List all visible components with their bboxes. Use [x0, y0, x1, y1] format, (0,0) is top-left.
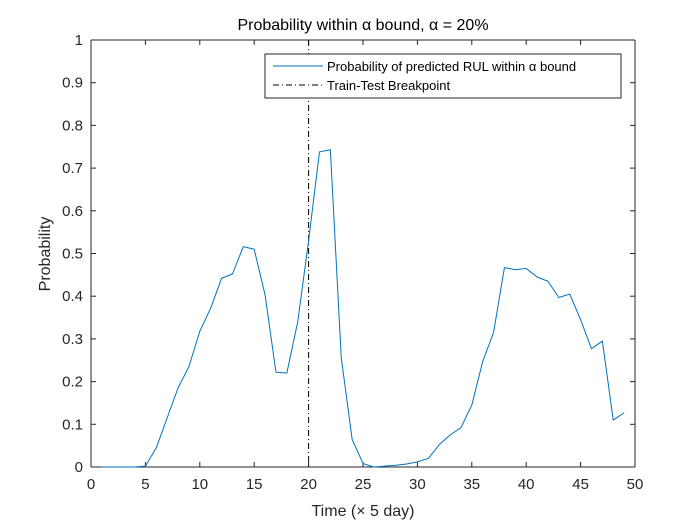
y-tick-label: 0.8 [62, 117, 83, 134]
x-tick-label: 20 [300, 476, 317, 493]
x-axis-title: Time (× 5 day) [312, 503, 415, 520]
plot-area [101, 40, 625, 468]
x-tick-label: 45 [572, 476, 589, 493]
y-tick-label: 0.2 [62, 374, 83, 391]
y-axis-title: Probability [37, 217, 54, 292]
series-line [101, 149, 625, 468]
x-tick-label: 5 [141, 476, 149, 493]
x-tick-label: 25 [355, 476, 372, 493]
y-tick-label: 0.7 [62, 160, 83, 177]
x-tick-label: 40 [518, 476, 535, 493]
legend-breakpoint-label: Train-Test Breakpoint [327, 78, 450, 93]
x-tick-label: 0 [87, 476, 95, 493]
y-tick-label: 0.3 [62, 331, 83, 348]
y-tick-label: 0.6 [62, 203, 83, 220]
legend-series-label: Probability of predicted RUL within α bo… [327, 59, 576, 74]
legend: Probability of predicted RUL within α bo… [264, 53, 622, 99]
y-tick-label: 0.1 [62, 416, 83, 433]
y-tick-label: 0.9 [62, 75, 83, 92]
x-tick-label: 50 [627, 476, 644, 493]
y-tick-label: 1 [75, 32, 83, 49]
axes: 0 5 10 15 20 25 30 35 40 45 50 0 0.1 0.2 0.3 0.4 0.5 0.6 0… [62, 32, 643, 493]
y-tick-label: 0.4 [62, 288, 83, 305]
chart-title: Probability within α bound, α = 20% [237, 17, 488, 34]
y-tick-label: 0 [75, 459, 83, 476]
y-tick-label: 0.5 [62, 246, 83, 263]
x-tick-label: 10 [191, 476, 208, 493]
x-tick-label: 30 [409, 476, 426, 493]
legend-box [264, 53, 622, 99]
x-tick-label: 35 [463, 476, 480, 493]
x-tick-label: 15 [246, 476, 263, 493]
